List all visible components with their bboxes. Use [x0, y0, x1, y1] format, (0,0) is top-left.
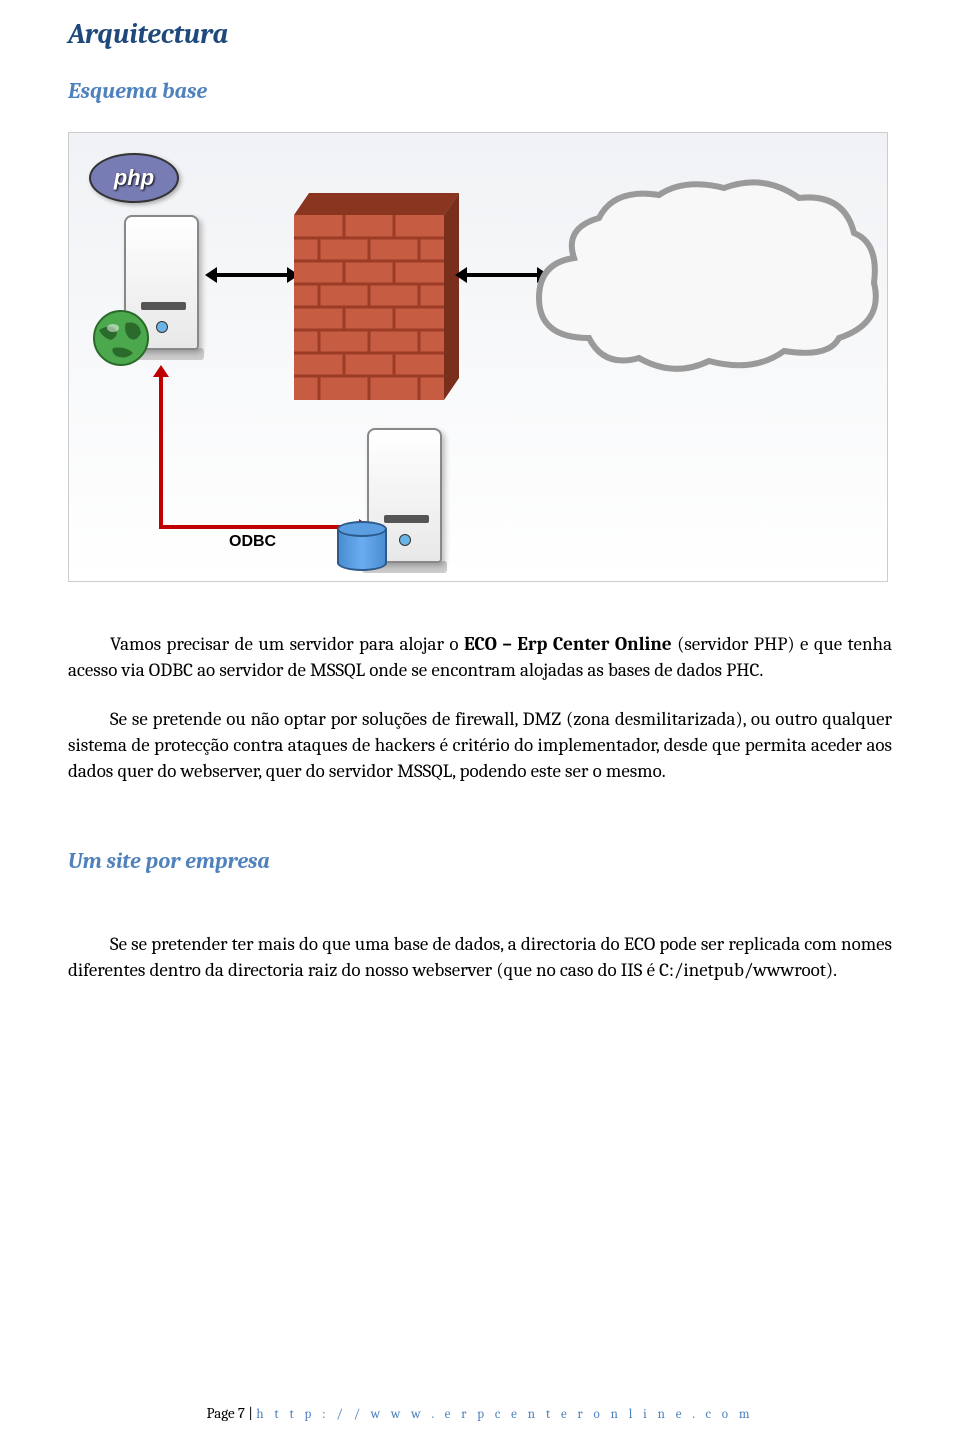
odbc-label: ODBC: [229, 533, 276, 551]
section-subtitle-site: Um site por empresa: [68, 848, 892, 874]
paragraph-replicate: Se se pretender ter mais do que uma base…: [68, 932, 892, 983]
section-subtitle-esquema: Esquema base: [68, 78, 892, 104]
text-span: Vamos precisar de um servidor para aloja…: [110, 633, 464, 655]
firewall-icon: [294, 193, 459, 407]
arrow-odbc-icon: [159, 377, 359, 529]
footer-divider: |: [245, 1404, 256, 1422]
architecture-diagram: php: [68, 132, 888, 582]
paragraph-intro: Vamos precisar de um servidor para aloja…: [68, 632, 892, 683]
footer-url: h t t p : / / w w w . e r p c e n t e r …: [256, 1407, 753, 1422]
php-logo-icon: php: [89, 153, 179, 203]
text-bold-eco: ECO – Erp Center Online: [464, 633, 672, 655]
footer-page-label: Page: [207, 1404, 235, 1422]
footer-page-number: 7: [238, 1404, 245, 1422]
database-icon: [337, 521, 387, 576]
arrow-bidirectional-icon: [467, 273, 537, 277]
page-title: Arquitectura: [68, 18, 892, 50]
paragraph-firewall: Se se pretende ou não optar por soluções…: [68, 707, 892, 784]
arrow-bidirectional-icon: [217, 273, 287, 277]
page-footer: Page 7 | h t t p : / / w w w . e r p c e…: [0, 1404, 960, 1422]
cloud-icon: [529, 173, 884, 397]
globe-icon: [91, 308, 151, 368]
